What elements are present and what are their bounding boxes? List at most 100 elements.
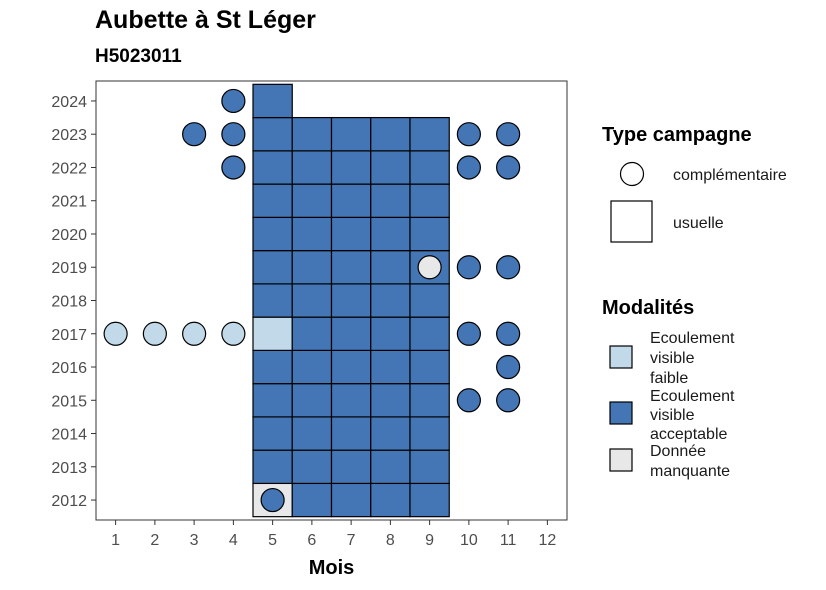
- point-2017-11: [496, 321, 521, 346]
- x-tick-label: 8: [386, 532, 395, 549]
- y-tick-label: 2023: [51, 127, 87, 144]
- tile-2019-7: [330, 250, 372, 285]
- x-tick-label: 9: [425, 532, 434, 549]
- legend-circle-key: [619, 161, 645, 187]
- y-tick-label: 2022: [51, 160, 87, 177]
- x-axis-title: Mois: [309, 557, 355, 579]
- x-tick-label: 12: [538, 532, 556, 549]
- legend-fill-label: Donnée: [650, 443, 706, 460]
- tile-2018-7: [330, 283, 372, 318]
- y-tick-label: 2015: [51, 393, 87, 410]
- tile-2019-5: [252, 250, 293, 285]
- tile-2021-8: [370, 183, 411, 218]
- y-tick-label: 2021: [51, 194, 87, 211]
- point-2022-4: [221, 155, 246, 180]
- tile-2021-7: [330, 183, 372, 218]
- x-tick-label: 10: [460, 532, 478, 549]
- tile-2016-9: [409, 349, 450, 385]
- point-2019-9: [417, 255, 442, 280]
- point-2016-11: [496, 354, 521, 380]
- x-tick-label: 3: [190, 532, 199, 549]
- tile-2022-5: [252, 150, 293, 185]
- point-2015-11: [496, 388, 521, 413]
- tile-2017-7: [330, 316, 372, 351]
- tile-2023-7: [330, 116, 372, 152]
- tile-2020-6: [291, 216, 333, 252]
- tile-2020-9: [409, 216, 450, 252]
- legend-fill-label: manquante: [650, 463, 730, 480]
- tile-2015-8: [370, 383, 411, 418]
- y-tick-label: 2018: [51, 294, 87, 311]
- legend-fill-label: visible: [650, 350, 695, 367]
- x-tick-label: 1: [111, 532, 120, 549]
- y-tick-label: 2017: [51, 327, 87, 344]
- tiles: [252, 83, 450, 518]
- point-2015-10: [456, 388, 481, 413]
- point-2019-10: [456, 255, 481, 280]
- y-tick-label: 2016: [51, 360, 87, 377]
- legend-fill-key-faible: [609, 345, 633, 369]
- tile-2016-7: [330, 349, 372, 385]
- tile-2013-5: [252, 449, 293, 485]
- legend-fill-label: Ecoulement: [650, 388, 735, 405]
- legend-fill-key-acceptable: [609, 401, 633, 425]
- tile-2019-8: [370, 250, 411, 285]
- legend-fill-label: faible: [650, 370, 688, 387]
- x-tick-label: 7: [347, 532, 356, 549]
- y-tick-label: 2013: [51, 460, 87, 477]
- tile-2018-6: [291, 283, 333, 318]
- point-2017-1: [103, 321, 128, 346]
- x-tick-label: 6: [307, 532, 316, 549]
- tile-2014-6: [291, 416, 333, 451]
- x-tick-label: 4: [229, 532, 238, 549]
- tile-2012-7: [330, 482, 372, 518]
- point-2023-3: [182, 122, 207, 147]
- point-2023-11: [496, 122, 521, 147]
- tile-2022-6: [291, 150, 333, 185]
- tile-2016-5: [252, 349, 293, 385]
- tile-2019-6: [291, 250, 333, 285]
- tile-2017-5: [252, 316, 293, 351]
- tile-2021-9: [409, 183, 450, 218]
- tile-2017-6: [291, 316, 333, 351]
- tile-2023-5: [252, 116, 293, 152]
- y-tick-label: 2020: [51, 227, 87, 244]
- tile-2021-5: [252, 183, 293, 218]
- point-2017-3: [182, 321, 207, 346]
- tile-2015-9: [409, 383, 450, 418]
- point-2024-4: [221, 88, 246, 114]
- tile-2020-7: [330, 216, 372, 252]
- tile-2015-5: [252, 383, 293, 418]
- tile-2015-6: [291, 383, 333, 418]
- y-tick-label: 2014: [51, 427, 87, 444]
- tile-2012-6: [291, 482, 333, 518]
- tile-2013-8: [370, 449, 411, 485]
- tile-2022-9: [409, 150, 450, 185]
- point-2019-11: [496, 255, 521, 280]
- tile-2015-7: [330, 383, 372, 418]
- tile-2014-8: [370, 416, 411, 451]
- tile-2017-9: [409, 316, 450, 351]
- point-2022-11: [496, 155, 521, 180]
- axes: 1 2 3 4 5 6 7 8 9 10 11 122012201320142015201620172…: [51, 80, 568, 549]
- points: [103, 88, 521, 513]
- tile-2012-9: [409, 482, 450, 518]
- tile-2021-6: [291, 183, 333, 218]
- legend-fill-key-manquante: [609, 448, 633, 472]
- legend-square-key: [610, 200, 653, 243]
- tile-2018-5: [252, 283, 293, 318]
- x-tick-label: 2: [150, 532, 159, 549]
- x-tick-label: 5: [268, 532, 277, 549]
- tile-2018-9: [409, 283, 450, 318]
- y-tick-label: 2024: [51, 94, 87, 111]
- point-2022-10: [456, 155, 481, 180]
- tile-2020-8: [370, 216, 411, 252]
- tile-2020-5: [252, 216, 293, 252]
- tile-2014-5: [252, 416, 293, 451]
- chart-title: Aubette à St Léger: [95, 6, 316, 34]
- x-tick-label: 11: [500, 532, 517, 549]
- tile-2022-8: [370, 150, 411, 185]
- tile-2018-8: [370, 283, 411, 318]
- tile-2013-6: [291, 449, 333, 485]
